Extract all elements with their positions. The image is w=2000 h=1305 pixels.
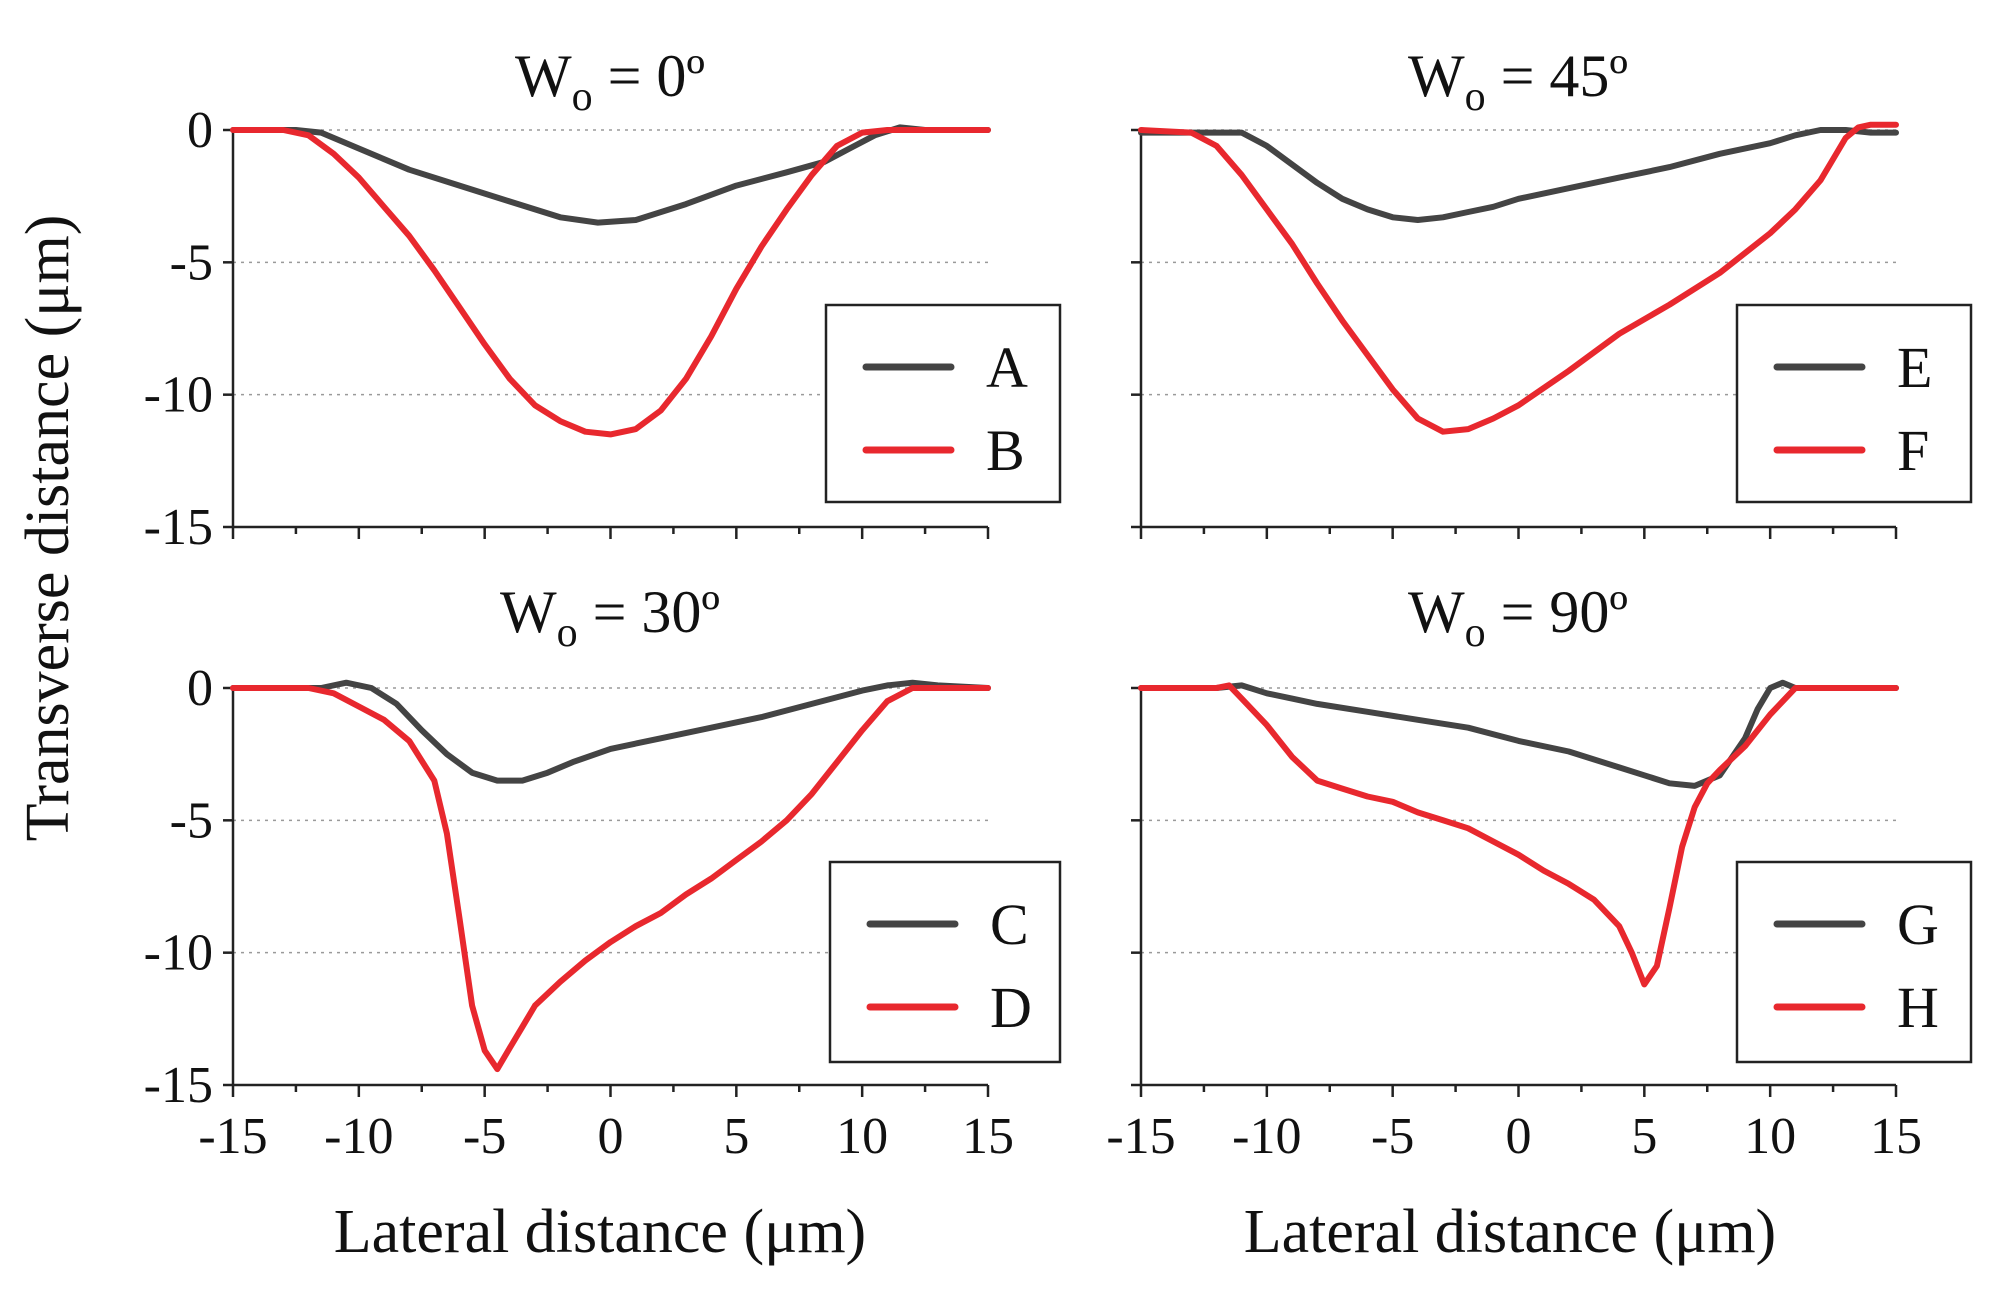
title-rest: = 30º: [578, 579, 720, 645]
y-tick-label: -5: [170, 792, 213, 849]
x-axis-label-right: Lateral distance (μm): [1244, 1198, 1776, 1266]
panel-0: 0 -5 -10 -15 Wo = 0º AB: [144, 43, 1062, 556]
title-main: W: [515, 43, 572, 109]
panel-title: Wo = 45º: [1408, 43, 1628, 120]
title-rest: = 45º: [1486, 43, 1628, 109]
legend-label-C: C: [990, 892, 1029, 957]
x-tick-label: -5: [1371, 1108, 1414, 1165]
panel-2: 0 -5 -10 -15-15 -10 -5 0 5 10 15 Wo = 30º CD: [144, 579, 1062, 1165]
legend-label-G: G: [1897, 892, 1939, 957]
y-tick-label: -15: [144, 1057, 213, 1114]
legend: AB: [824, 303, 1062, 504]
y-axis-label: Transverse distance (μm): [14, 215, 82, 842]
legend-label-D: D: [990, 975, 1032, 1040]
legend: EF: [1735, 303, 1973, 504]
title-main: W: [500, 579, 557, 645]
x-tick-label: 10: [1744, 1108, 1796, 1165]
legend-box: [1735, 860, 1973, 1064]
series-line-F: [1138, 121, 1899, 435]
legend-box: [1735, 303, 1973, 504]
x-tick-label: 15: [1870, 1108, 1922, 1165]
x-tick-label: -10: [324, 1108, 393, 1165]
legend-label-A: A: [986, 335, 1028, 400]
series-line-B: [230, 127, 991, 438]
series-line-E: [1138, 127, 1899, 223]
title-rest: = 90º: [1486, 579, 1628, 645]
legend-label-H: H: [1897, 975, 1939, 1040]
panel-title: Wo = 0º: [515, 43, 705, 120]
title-main: W: [1408, 579, 1465, 645]
x-tick-label: 5: [723, 1108, 749, 1165]
series-line-G: [1138, 679, 1899, 789]
legend-label-E: E: [1897, 335, 1932, 400]
panel-title: Wo = 30º: [500, 579, 720, 656]
y-tick-label: -10: [144, 925, 213, 982]
x-tick-label: 0: [598, 1108, 624, 1165]
y-tick-label: -10: [144, 367, 213, 424]
x-tick-label: -5: [463, 1108, 506, 1165]
panel-3: -15 -10 -5 0 5 10 15 Wo = 90º GH: [1106, 579, 1973, 1165]
series-line-H: [1138, 682, 1899, 988]
title-subscript: o: [1465, 610, 1486, 656]
legend-box: [824, 303, 1062, 504]
legend-label-B: B: [986, 418, 1025, 483]
x-tick-label: -15: [198, 1108, 267, 1165]
title-subscript: o: [572, 74, 593, 120]
x-tick-label: 15: [962, 1108, 1014, 1165]
series-line-D: [230, 685, 991, 1073]
x-tick-label: 0: [1506, 1108, 1532, 1165]
legend-box: [828, 860, 1062, 1064]
y-tick-label: 0: [187, 660, 213, 717]
x-tick-label: 5: [1631, 1108, 1657, 1165]
legend: CD: [828, 860, 1062, 1064]
legend-label-F: F: [1897, 418, 1929, 483]
y-tick-label: -5: [170, 234, 213, 291]
x-tick-label: 10: [836, 1108, 888, 1165]
y-tick-label: -15: [144, 499, 213, 556]
y-tick-label: 0: [187, 102, 213, 159]
x-tick-label: -15: [1106, 1108, 1175, 1165]
series-line-A: [230, 124, 991, 226]
title-subscript: o: [1465, 74, 1486, 120]
series-line-C: [230, 679, 991, 784]
x-tick-label: -10: [1232, 1108, 1301, 1165]
panel-1: Wo = 45º EF: [1131, 43, 1973, 539]
title-main: W: [1408, 43, 1465, 109]
panel-title: Wo = 90º: [1408, 579, 1628, 656]
legend: GH: [1735, 860, 1973, 1064]
x-axis-label-left: Lateral distance (μm): [334, 1198, 866, 1266]
title-rest: = 0º: [593, 43, 705, 109]
title-subscript: o: [557, 610, 578, 656]
